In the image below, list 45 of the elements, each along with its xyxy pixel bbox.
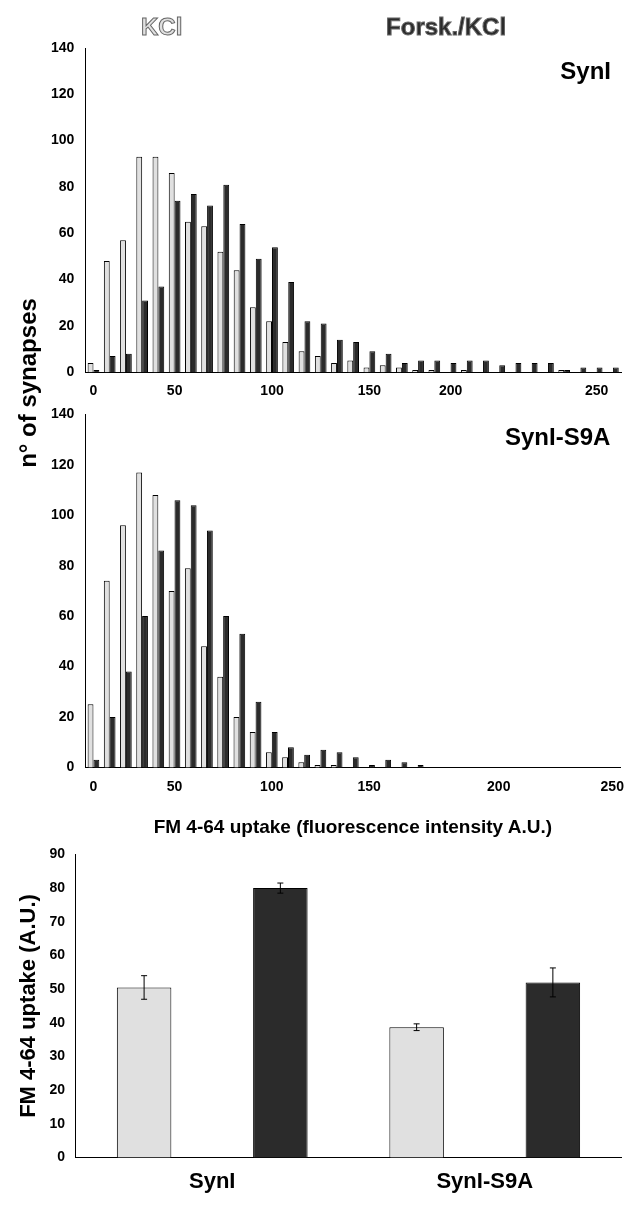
y-tick-label: 60	[49, 946, 66, 963]
text: Forsk./KCl	[386, 12, 507, 40]
y-tick-label: 40	[49, 1013, 66, 1030]
y-tick-label: 40	[58, 657, 75, 674]
y-tick-label: 10	[49, 1114, 66, 1131]
x-tick-label: 150	[357, 382, 382, 399]
y-tick-label: 0	[66, 758, 75, 775]
text: KCl	[141, 12, 183, 40]
x-tick-label: 200	[438, 382, 463, 399]
y-tick-label: 0	[66, 363, 75, 380]
y-tick-label: 60	[58, 224, 75, 241]
x-tick-label: 100	[260, 382, 284, 399]
chart-title: SynI-S9A	[504, 423, 611, 451]
y-tick-label: 70	[49, 912, 66, 929]
y-tick-label: 80	[58, 177, 75, 194]
y-tick-label: 80	[58, 556, 75, 573]
x-tick-label: 250	[584, 382, 609, 399]
x-tick-label: 0	[89, 382, 98, 399]
y-tick-label: 0	[57, 1148, 66, 1165]
y-tick-label: 100	[51, 506, 75, 523]
y-tick-label: 80	[49, 878, 66, 895]
y-tick-label: 120	[51, 455, 75, 472]
x-tick-label: 50	[166, 777, 183, 794]
x-tick-label: 100	[260, 777, 284, 794]
y-tick-label: 120	[51, 85, 75, 102]
x-tick-label: 150	[357, 777, 381, 794]
y-tick-label: 40	[58, 270, 75, 287]
x-tick-label: 200	[487, 777, 511, 794]
y-tick-label: 90	[49, 845, 66, 862]
y-tick-label: 50	[49, 980, 66, 997]
y-tick-label: 20	[58, 316, 75, 333]
y-tick-label: 20	[58, 707, 75, 724]
y-tick-label: 30	[49, 1047, 66, 1064]
y-tick-label: 140	[51, 38, 75, 55]
y-axis-title: n° of synapses	[14, 298, 42, 468]
x-tick-label: 0	[89, 777, 98, 794]
chart-title: SynI	[560, 56, 611, 84]
y-tick-label: 20	[49, 1081, 66, 1098]
y-tick-label: 140	[51, 405, 75, 422]
y-axis-title: FM 4-64 uptake (A.U.)	[15, 894, 41, 1118]
x-axis-title: FM 4-64 uptake (fluorescence intensity A.U.)	[153, 815, 553, 837]
x-tick-label: 250	[600, 777, 625, 794]
x-tick-label: 50	[166, 382, 183, 399]
y-tick-label: 100	[51, 131, 75, 148]
y-tick-label: 60	[58, 606, 75, 623]
